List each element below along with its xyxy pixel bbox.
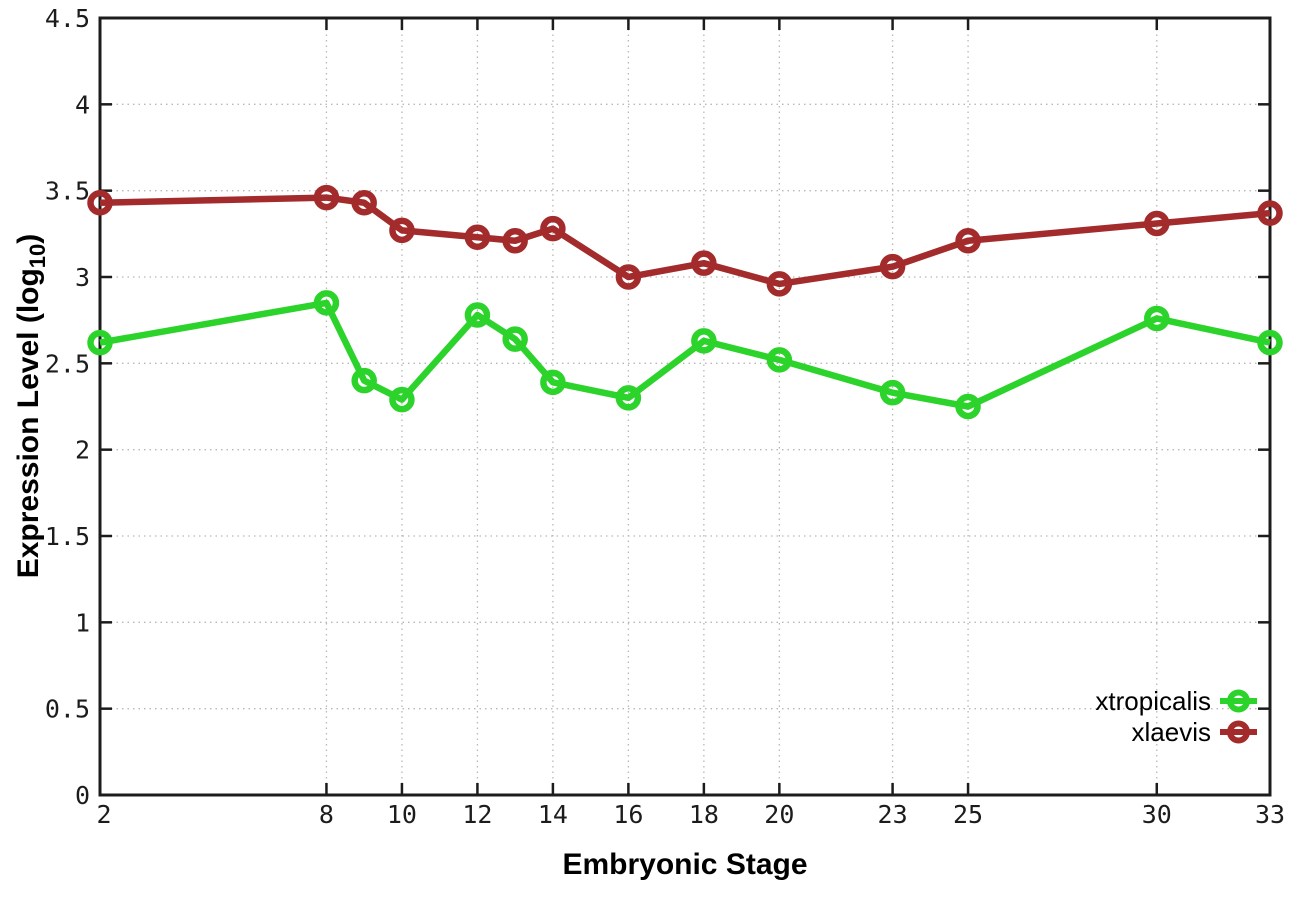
y-tick-label: 4 (75, 90, 90, 119)
data-point-xtropicalis (615, 385, 642, 411)
x-tick-label: 30 (1142, 800, 1172, 829)
data-point-xtropicalis (313, 290, 340, 316)
data-point-xtropicalis (879, 379, 906, 406)
data-point-xlaevis (540, 215, 566, 242)
y-axis-title-main: Expression Level (log (12, 268, 45, 578)
data-point-xlaevis (615, 264, 642, 290)
data-point-xtropicalis (389, 386, 415, 413)
y-tick-label: 0 (75, 781, 90, 810)
x-tick-label: 8 (319, 800, 334, 829)
x-tick-label: 18 (689, 800, 719, 829)
data-point-xlaevis (879, 253, 906, 280)
data-point-xlaevis (389, 217, 415, 244)
legend-sample-marker-xtropicalis (1227, 689, 1250, 713)
data-point-xtropicalis (540, 369, 566, 396)
data-point-xlaevis (502, 227, 528, 254)
x-tick-label: 14 (538, 800, 568, 829)
data-point-xlaevis (313, 184, 340, 211)
data-point-xlaevis (1257, 200, 1283, 226)
y-axis-title-subscript: 10 (25, 244, 50, 268)
data-point-xlaevis (1144, 210, 1170, 237)
x-axis-title: Embryonic Stage (562, 848, 807, 881)
data-point-xtropicalis (955, 393, 981, 420)
y-tick-label: 2.5 (45, 349, 90, 378)
plot-border (98, 16, 1272, 797)
x-tick-label: 20 (764, 800, 794, 829)
y-axis-title: Expression Level (log10) (12, 234, 50, 579)
y-tick-label: 3.5 (45, 177, 90, 206)
data-point-xtropicalis (502, 326, 528, 352)
x-tick-label: 10 (387, 800, 417, 829)
series-line-xtropicalis (99, 299, 1271, 410)
legend-label-xtropicalis: xtropicalis (1095, 686, 1211, 716)
data-point-xlaevis (464, 224, 491, 251)
y-tick-label: 1.5 (45, 522, 90, 551)
data-point-xtropicalis (1144, 305, 1170, 332)
data-point-xlaevis (691, 250, 717, 276)
data-point-xtropicalis (87, 329, 113, 356)
x-tick-label: 23 (878, 800, 908, 829)
data-point-xtropicalis (1257, 329, 1283, 356)
data-point-xlaevis (766, 271, 793, 297)
x-tick-label: 2 (96, 800, 111, 829)
y-tick-label: 1 (75, 608, 90, 637)
series-line-xlaevis (99, 194, 1271, 288)
data-point-xtropicalis (351, 367, 377, 394)
legend-label-xlaevis: xlaevis (1132, 717, 1211, 747)
y-tick-label: 2 (75, 436, 90, 465)
x-tick-label: 25 (953, 800, 983, 829)
data-point-xlaevis (87, 190, 113, 216)
legend-sample-marker-xlaevis (1227, 720, 1250, 744)
x-tick-label: 33 (1255, 800, 1285, 829)
data-point-xlaevis (351, 190, 377, 216)
y-tick-label: 0.5 (45, 695, 90, 724)
y-tick-label: 3 (75, 263, 90, 292)
y-axis-title-close: ) (12, 234, 45, 244)
x-tick-label: 16 (613, 800, 643, 829)
data-point-xtropicalis (691, 328, 717, 354)
data-point-xtropicalis (464, 302, 491, 328)
y-tick-label: 4.5 (45, 4, 90, 33)
data-point-xtropicalis (766, 347, 793, 373)
data-point-xlaevis (955, 227, 981, 254)
x-tick-label: 12 (462, 800, 492, 829)
